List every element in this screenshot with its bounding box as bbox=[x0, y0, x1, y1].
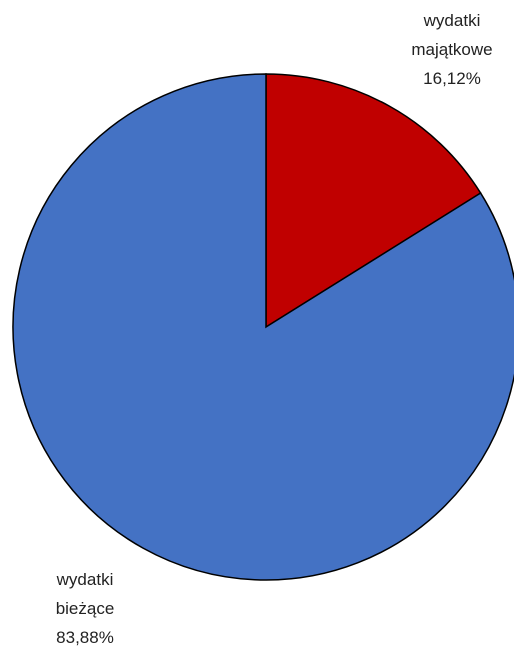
category-label: wydatki majątkowe bbox=[411, 11, 493, 59]
category-label: wydatki bieżące bbox=[55, 570, 115, 618]
value-label: 83,88% bbox=[56, 628, 114, 647]
pie-slice bbox=[12, 73, 514, 581]
slice-label: wydatki majątkowe 16,12% bbox=[392, 6, 512, 93]
pie-slice bbox=[265, 73, 482, 329]
value-label: 16,12% bbox=[423, 69, 481, 88]
slice-label: wydatki bieżące 83,88% bbox=[30, 565, 140, 652]
